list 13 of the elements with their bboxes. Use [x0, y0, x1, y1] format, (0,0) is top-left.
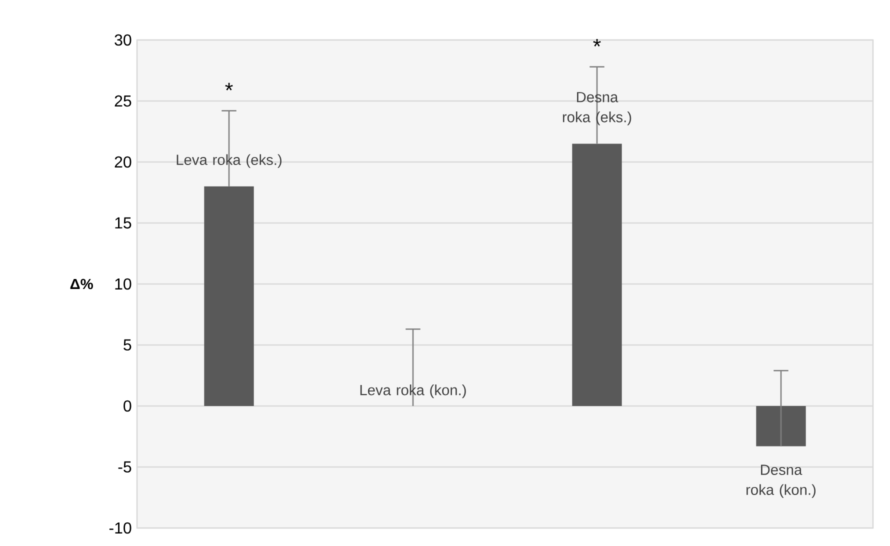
y-tick-label: 5	[124, 339, 132, 351]
y-tick-label: -5	[118, 461, 132, 473]
y-tick-label: 30	[114, 34, 132, 46]
annotation: *	[225, 82, 233, 90]
y-tick-label: 15	[115, 217, 132, 229]
y-tick-label: 25	[114, 95, 132, 107]
y-tick-label: -10	[109, 522, 132, 534]
annotation: *	[593, 39, 601, 46]
y-tick-label: 10	[115, 278, 132, 290]
x-tick-label: Desna roka (kon.)	[746, 464, 816, 498]
y-axis-title: Δ%	[70, 278, 93, 290]
y-tick-label: 20	[114, 156, 132, 168]
y-tick-label: 0	[124, 400, 132, 412]
